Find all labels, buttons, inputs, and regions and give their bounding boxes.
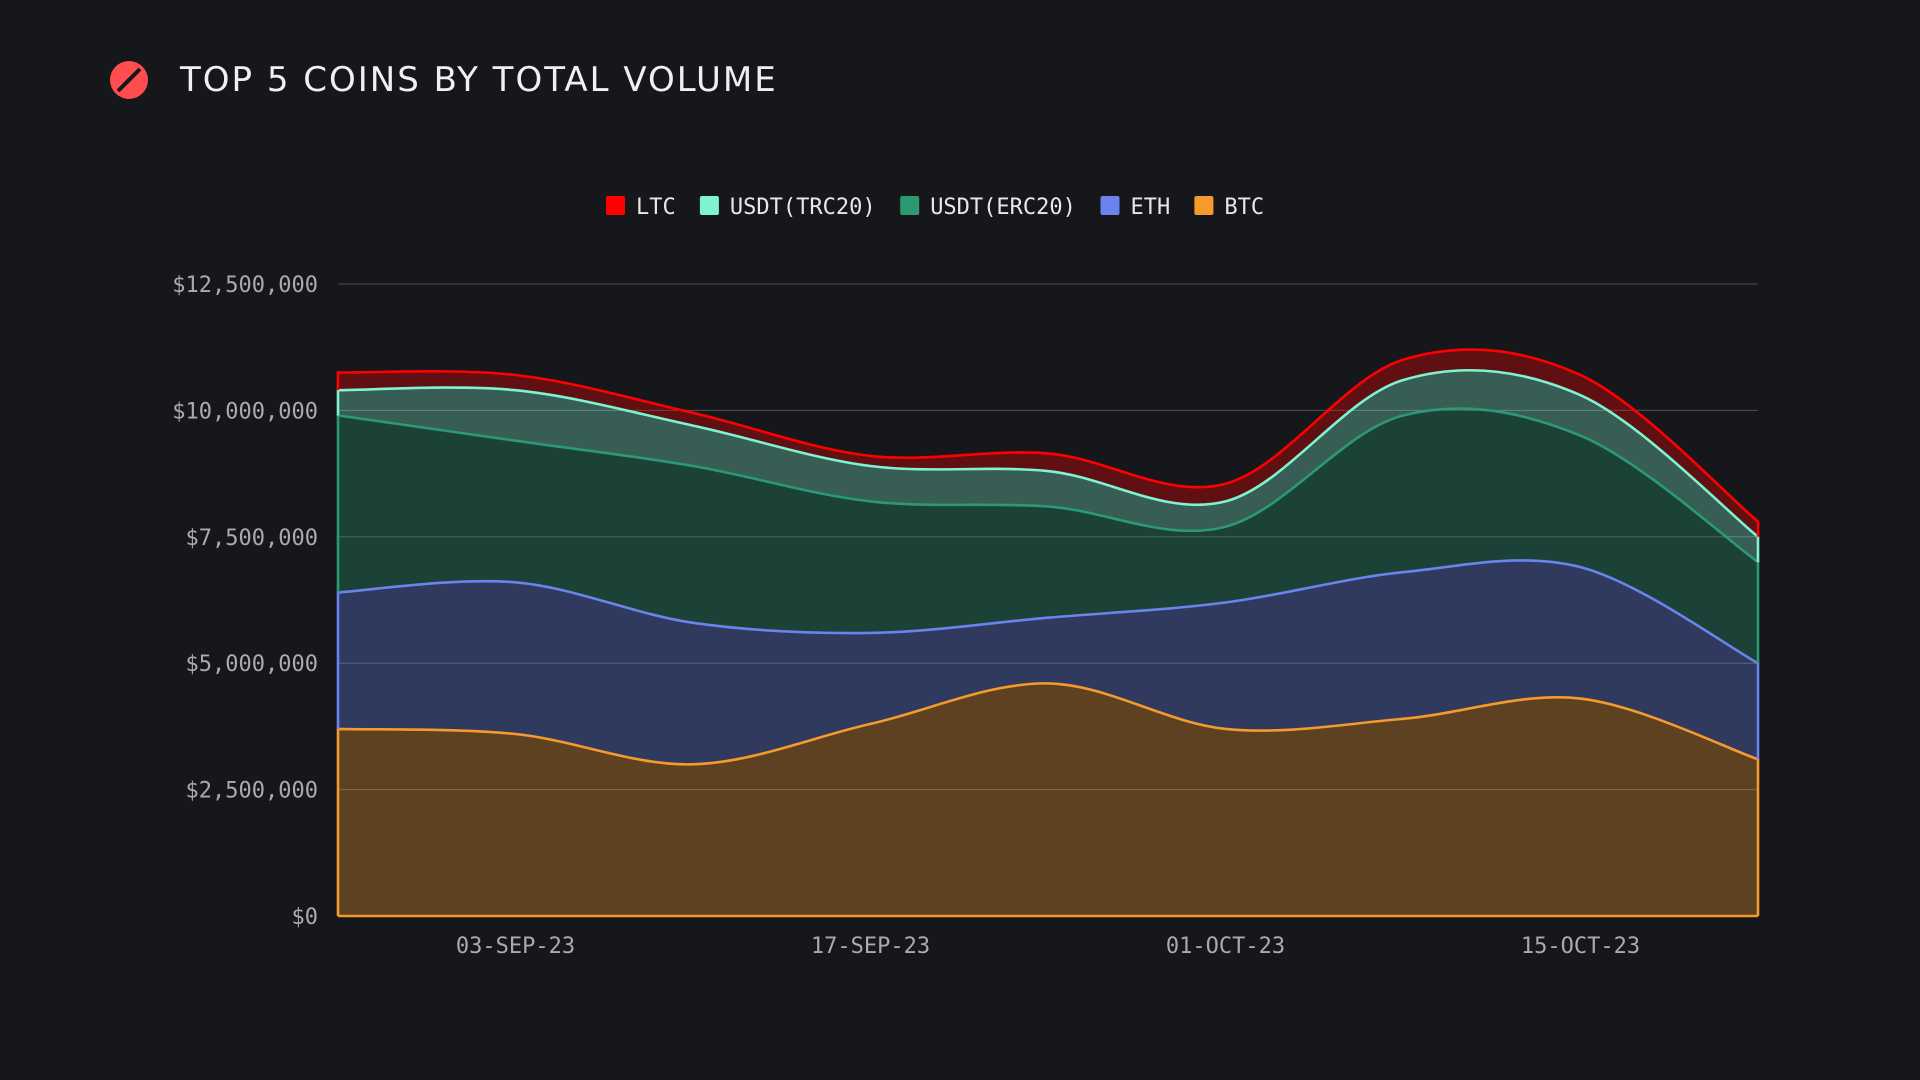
- legend-swatch-ltc: [606, 196, 625, 215]
- x-tick-label: 17-SEP-23: [811, 934, 930, 959]
- area-series-group: [338, 349, 1758, 916]
- area-eth: [338, 560, 1758, 765]
- legend-label: ETH: [1131, 195, 1171, 220]
- legend-label: USDT(TRC20): [730, 195, 876, 220]
- line-eth: [336, 559, 1760, 760]
- area-btc: [338, 683, 1758, 916]
- legend-item-btc[interactable]: BTC: [1194, 195, 1264, 220]
- series-lines-group: [336, 348, 1760, 918]
- y-tick-label: $0: [292, 905, 319, 930]
- legend: LTC USDT(TRC20) USDT(ERC20) ETH BTC: [606, 195, 1264, 220]
- legend-swatch-usdt-erc20: [900, 196, 920, 215]
- x-tick-label: 03-SEP-23: [456, 934, 575, 959]
- line-usdt-erc20: [336, 407, 1760, 664]
- legend-item-usdt-trc20[interactable]: USDT(TRC20): [699, 195, 876, 220]
- legend-label: USDT(ERC20): [930, 195, 1076, 220]
- legend-swatch-eth: [1100, 196, 1120, 215]
- legend-label: BTC: [1224, 195, 1264, 220]
- x-tick-label: 01-OCT-23: [1166, 934, 1285, 959]
- legend-item-eth[interactable]: ETH: [1100, 195, 1171, 220]
- gridlines: [338, 283, 1758, 791]
- legend-item-usdt-erc20[interactable]: USDT(ERC20): [900, 195, 1076, 220]
- chart-header: TOP 5 COINS BY TOTAL VOLUME: [110, 58, 778, 102]
- y-tick-label: $7,500,000: [186, 526, 318, 551]
- legend-swatch-btc: [1194, 196, 1214, 215]
- y-tick-label: $2,500,000: [186, 779, 318, 804]
- chart-title: TOP 5 COINS BY TOTAL VOLUME: [180, 60, 778, 100]
- y-axis: $0 $2,500,000 $5,000,000 $7,500,000 $10,000,…: [172, 273, 318, 930]
- line-usdt-trc20: [336, 368, 1760, 563]
- y-tick-label: $5,000,000: [186, 652, 318, 677]
- area-usdt-erc20: [338, 408, 1758, 664]
- y-tick-label: $10,000,000: [172, 399, 318, 424]
- x-axis: 03-SEP-23 17-SEP-23 01-OCT-23 15-OCT-23: [456, 934, 1640, 959]
- legend-label: LTC: [636, 195, 676, 220]
- legend-item-ltc[interactable]: LTC: [606, 195, 676, 220]
- line-ltc: [336, 348, 1760, 537]
- legend-swatch-usdt-trc20: [699, 196, 719, 215]
- brand-logo-icon: [110, 61, 148, 99]
- x-tick-label: 15-OCT-23: [1521, 934, 1640, 959]
- line-btc: [336, 682, 1760, 916]
- y-tick-label: $12,500,000: [172, 273, 318, 298]
